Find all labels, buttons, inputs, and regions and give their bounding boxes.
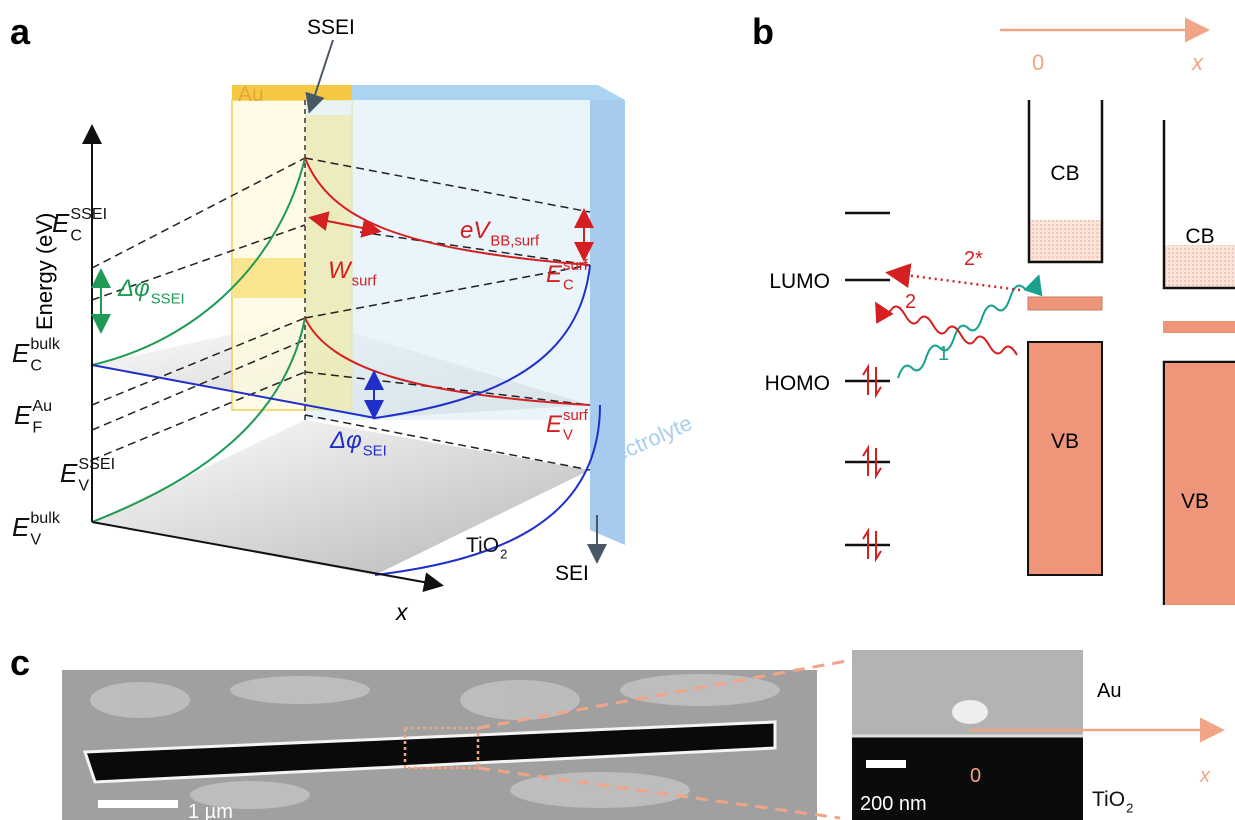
figure: a SSEI Au Energy (eV) Electrolyte SEI x … [0,0,1235,820]
gap-state-left [1028,297,1102,310]
w-surf-label: W [328,257,353,284]
tio2-label: TiO [466,534,499,557]
ev-bulk-label-sub: V [30,530,41,548]
ev-bb-label-sub: BB,surf [490,234,540,250]
panel-label: a [10,11,31,52]
ec-ssei-label-sup: SSEI [70,205,107,223]
page: a SSEI Au Energy (eV) Electrolyte SEI x … [0,0,1235,820]
vb-left [1028,342,1102,575]
cb-label: CB [1185,225,1214,248]
ec-surf-label-sup: surf [563,258,589,274]
panel-a-drawing [92,40,625,585]
ef-au-label: E [14,400,32,430]
x-label: x [1191,50,1204,75]
ec-bulk-label: E [12,338,30,368]
ev-surf-label-sup: surf [563,408,589,424]
inset-tio2-label: TiO [1092,788,1125,811]
ev-ssei-label-sup: SSEI [78,455,115,473]
inset-x-label: x [1199,765,1211,787]
x-axis-label: x [395,599,409,625]
panel-b-drawing [845,30,1235,605]
scale-bar [98,800,178,808]
path-label: 1 [938,343,949,365]
ec-bulk-label-sub: C [30,356,42,374]
dphi-sei-label-sub: SEI [363,444,387,460]
tio2-label-sub: 2 [500,547,507,562]
homo-label: HOMO [765,372,830,395]
inset-particle [952,700,988,724]
panel-label: b [752,11,774,52]
ev-surf-label-sub: V [563,428,573,444]
ev-bulk-label: E [12,512,30,542]
ev-surf-label: E [546,411,563,438]
electrolyte-top [352,85,625,100]
vb-label: VB [1051,430,1079,453]
cb-fill [1029,220,1102,262]
ec-ssei-label: E [52,208,70,238]
ec-ssei-label-sub: C [70,226,82,244]
ev-ssei-label: E [60,458,78,488]
ssei-label: SSEI [307,16,355,39]
panel-label: c [10,642,30,683]
ef-au-label-sup: Au [32,397,52,415]
gap-state-right [1163,321,1235,333]
ev-bb-label: eV [460,217,491,244]
ec-bulk-label-sup: bulk [30,335,60,353]
inset-tio2-label-sub: 2 [1126,801,1133,816]
vb-label: VB [1181,490,1209,513]
scale-label: 1 µm [188,801,233,820]
ec-surf-label-sub: C [563,278,574,294]
path-label: 2* [964,248,983,270]
dphi-sei-label: Δφ [329,427,362,454]
ec-surf-label: E [546,261,563,288]
panel-c-drawing [62,650,1220,820]
w-surf-label-sub: surf [352,274,378,290]
ev-bulk-label-sup: bulk [30,509,60,527]
lumo-label: LUMO [769,270,830,293]
electrolyte-side [590,100,625,545]
inset-origin-label: 0 [970,765,981,787]
inset-scale-label: 200 nm [860,793,927,815]
path-label: 2 [905,291,916,313]
inset-au-label: Au [1097,680,1121,702]
au-cube [232,258,305,298]
cb-label: CB [1050,162,1079,185]
ef-au-label-sub: F [32,418,42,436]
origin-label: 0 [1032,50,1044,75]
path-2star-arrow [890,273,1020,290]
path-1-arrow [898,278,1038,378]
dphi-ssei-label-sub: SSEI [151,292,185,308]
inset-scale-bar [866,760,906,768]
vb-right [1165,363,1235,605]
cb-fill-right [1165,245,1235,288]
sei-label: SEI [555,562,589,585]
dphi-ssei-label: Δφ [117,275,150,302]
au-label: Au [238,83,264,106]
ev-ssei-label-sub: V [78,476,89,494]
